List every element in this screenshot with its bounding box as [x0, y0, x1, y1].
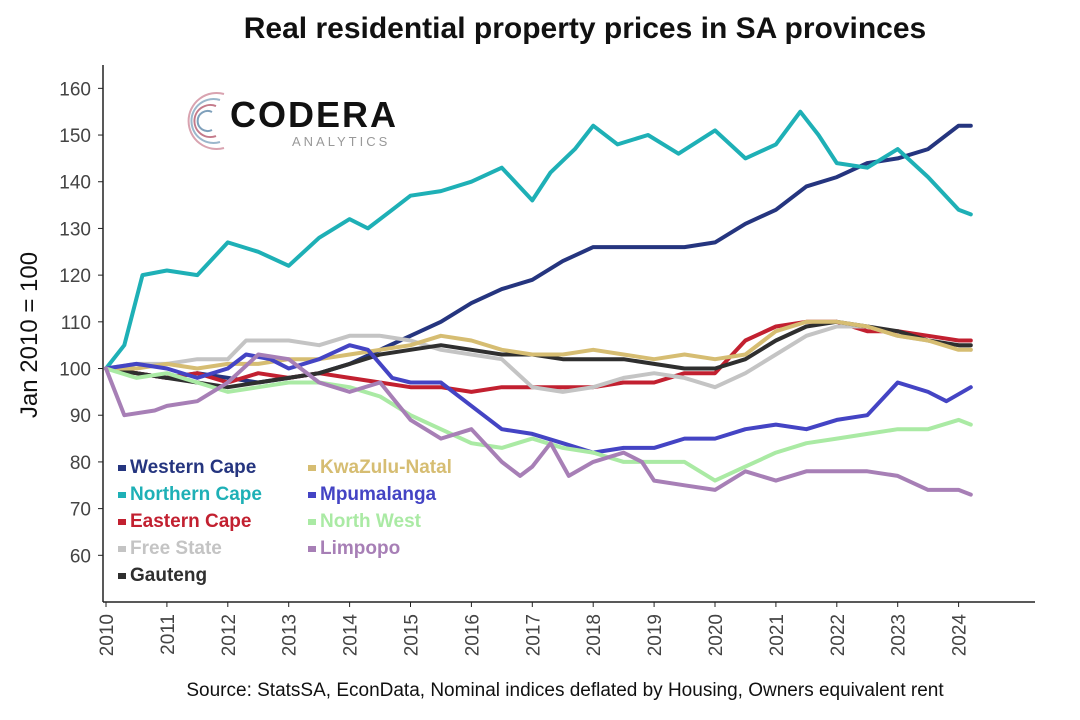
x-tick-label: 2010 [97, 614, 118, 656]
y-tick-label: 160 [59, 79, 91, 100]
legend-swatch [118, 545, 126, 552]
legend-label: Free State [130, 538, 222, 559]
y-tick-label: 110 [61, 313, 91, 334]
legend-swatch [308, 518, 316, 525]
x-tick-label: 2019 [645, 614, 666, 656]
legend-label: Limpopo [320, 538, 401, 559]
x-tick-label: 2013 [280, 614, 301, 656]
codera-logo-mark [187, 92, 225, 150]
y-tick-label: 100 [59, 360, 91, 381]
x-tick-label: 2014 [341, 614, 362, 657]
logo-subtitle: ANALYTICS [292, 134, 391, 149]
legend-swatch [308, 491, 316, 498]
series-line-north-west [104, 366, 973, 483]
legend: Western Cape Northern Cape Eastern Cape Fre… [118, 457, 518, 597]
legend-label: Northern Cape [130, 484, 262, 505]
legend-item-kwazulu-natal: KwaZulu-Natal [308, 457, 452, 479]
x-tick-label: 2021 [767, 614, 788, 656]
legend-item-eastern-cape: Eastern Cape [118, 511, 251, 533]
legend-swatch [118, 491, 126, 498]
x-tick-label: 2016 [462, 614, 483, 656]
y-tick-label: 140 [59, 173, 91, 194]
legend-swatch [118, 572, 126, 579]
legend-label: KwaZulu-Natal [320, 457, 452, 478]
x-tick-label: 2020 [706, 614, 727, 656]
series-line-northern-cape [104, 109, 973, 371]
legend-item-mpumalanga: Mpumalanga [308, 484, 436, 506]
x-tick-label: 2024 [950, 614, 971, 657]
x-tick-label: 2015 [402, 614, 423, 656]
y-tick-label: 70 [70, 500, 91, 521]
y-tick-label: 80 [70, 453, 91, 474]
series-line-free-state [104, 324, 973, 394]
y-tick-label: 130 [59, 219, 91, 240]
legend-item-gauteng: Gauteng [118, 565, 207, 587]
legend-item-north-west: North West [308, 511, 421, 533]
y-tick-label: 120 [59, 266, 91, 287]
series-line-mpumalanga [104, 343, 973, 455]
y-tick-label: 60 [70, 546, 91, 567]
x-tick-label: 2012 [219, 614, 240, 656]
codera-logo: CODERA ANALYTICS [184, 84, 414, 164]
x-tick-label: 2018 [584, 614, 605, 656]
logo-name: CODERA [230, 94, 399, 135]
legend-swatch [118, 518, 126, 525]
legend-swatch [308, 545, 316, 552]
x-tick-label: 2011 [158, 614, 179, 655]
x-tick-label: 2023 [889, 614, 910, 656]
legend-item-free-state: Free State [118, 538, 222, 560]
series-line-limpopo [104, 352, 973, 497]
legend-label: Western Cape [130, 457, 257, 478]
source-note: Source: StatsSA, EconData, Nominal indic… [186, 680, 944, 701]
chart-title: Real residential property prices in SA p… [243, 12, 927, 45]
legend-item-northern-cape: Northern Cape [118, 484, 262, 506]
legend-label: Gauteng [130, 565, 208, 586]
x-tick-label: 2017 [523, 614, 544, 656]
legend-label: North West [320, 511, 421, 532]
y-tick-label: 90 [70, 406, 91, 427]
legend-item-limpopo: Limpopo [308, 538, 400, 560]
legend-label: Mpumalanga [320, 484, 437, 505]
y-tick-label: 150 [59, 126, 91, 147]
legend-swatch [118, 464, 126, 471]
legend-swatch [308, 464, 316, 471]
series-line-kwazulu-natal [104, 319, 973, 371]
legend-item-western-cape: Western Cape [118, 457, 256, 479]
legend-label: Eastern Cape [130, 511, 252, 532]
x-tick-label: 2022 [828, 614, 849, 656]
